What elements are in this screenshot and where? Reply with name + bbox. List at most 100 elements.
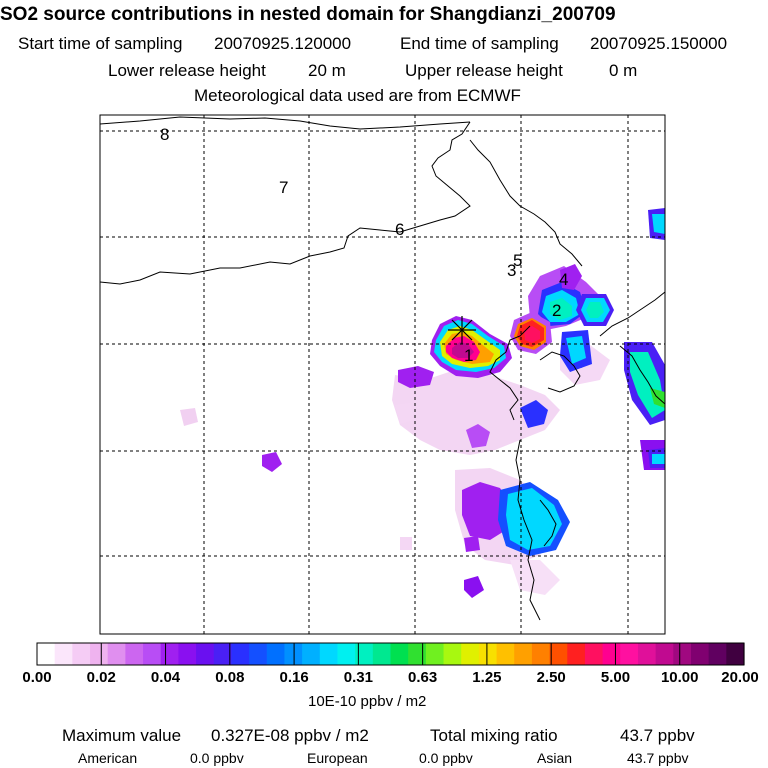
plume-patch xyxy=(652,454,665,464)
asian-value: 43.7 ppbv xyxy=(627,750,689,766)
plume-patch xyxy=(180,408,198,426)
colorbar-tick-label: 0.31 xyxy=(343,669,373,686)
station-marker-1: 1 xyxy=(464,346,473,365)
plume-patch xyxy=(560,264,582,290)
station-marker-5: 5 xyxy=(513,251,522,270)
colorbar-cell xyxy=(196,643,215,665)
end-time-value: 20070925.150000 xyxy=(590,34,728,53)
colorbar-cell xyxy=(673,643,692,665)
asian-label: Asian xyxy=(537,750,573,766)
colorbar-unit-label: 10E-10 ppbv / m2 xyxy=(308,693,427,710)
colorbar-cell xyxy=(372,643,392,665)
plume-layer xyxy=(180,208,665,598)
colorbar-cell xyxy=(160,643,179,665)
plume-patch xyxy=(462,482,512,540)
colorbar-tick-label: 0.00 xyxy=(22,669,52,686)
map-frame xyxy=(99,114,666,635)
colorbar-cell xyxy=(54,643,73,665)
coastline xyxy=(100,116,665,621)
plume-patch xyxy=(586,302,604,318)
colorbar-tick-label: 0.16 xyxy=(279,669,309,686)
plume-patch xyxy=(464,536,480,552)
colorbar-cell xyxy=(549,643,568,665)
plume-patch xyxy=(466,424,490,448)
plume-patch xyxy=(400,537,412,550)
colorbar-cell xyxy=(337,643,356,665)
lower-release-value: 20 m xyxy=(308,61,346,80)
colorbar-cell xyxy=(284,643,303,665)
colorbar-tick-label: 0.02 xyxy=(86,669,116,686)
colorbar-cell xyxy=(602,643,621,665)
colorbar-cell xyxy=(690,643,710,665)
colorbar-cell xyxy=(514,643,533,665)
plume-patch xyxy=(524,326,540,343)
end-time-label: End time of sampling xyxy=(400,34,559,53)
station-marker-2: 2 xyxy=(552,301,561,320)
max-value: 0.327E-08 ppbv / m2 xyxy=(211,726,369,745)
grid-lines xyxy=(100,115,665,634)
colorbar-cell xyxy=(408,643,427,665)
colorbar-cell xyxy=(531,643,551,665)
colorbar-tick-label: 1.25 xyxy=(472,669,502,686)
colorbar-tick-label: 10.00 xyxy=(660,669,699,686)
colorbar-cell xyxy=(107,643,126,665)
colorbar-cell xyxy=(443,643,462,665)
colorbar-cell xyxy=(266,643,286,665)
american-label: American xyxy=(78,750,138,766)
colorbar-cells xyxy=(37,643,745,665)
colorbar-cell xyxy=(37,643,56,665)
plume-patch xyxy=(550,298,572,320)
european-value: 0.0 ppbv xyxy=(419,750,473,766)
colorbar-cell xyxy=(461,643,480,665)
colorbar-tick-label: 0.08 xyxy=(215,669,245,686)
colorbar-tick-label: 2.50 xyxy=(536,669,566,686)
colorbar-cell xyxy=(726,643,745,665)
colorbar-cell xyxy=(496,643,515,665)
colorbar-cell xyxy=(231,643,250,665)
plume-patch xyxy=(464,576,484,598)
total-mixing-value: 43.7 ppbv xyxy=(620,726,695,745)
station-marker-7: 7 xyxy=(279,178,288,197)
colorbar-tick-label: 20.00 xyxy=(721,669,759,686)
lower-release-label: Lower release height xyxy=(108,61,266,80)
colorbar-cell xyxy=(302,643,321,665)
american-value: 0.0 ppbv xyxy=(190,750,244,766)
plume-patch xyxy=(262,452,282,472)
start-time-label: Start time of sampling xyxy=(18,34,183,53)
station-marker-3: 3 xyxy=(507,261,516,280)
plume-patch xyxy=(395,403,414,424)
met-data-line: Meteorological data used are from ECMWF xyxy=(194,86,521,105)
chart-title: SO2 source contributions in nested domai… xyxy=(0,4,616,25)
colorbar-cell xyxy=(72,643,91,665)
colorbar-tick-label: 0.63 xyxy=(408,669,438,686)
start-time-value: 20070925.120000 xyxy=(214,34,352,53)
colorbar-cell xyxy=(178,643,197,665)
colorbar-cell xyxy=(125,643,144,665)
colorbar-cell xyxy=(708,643,727,665)
colorbar-cell xyxy=(319,643,339,665)
plume-patch xyxy=(652,214,665,234)
plume-patch xyxy=(506,488,562,550)
colorbar-cell xyxy=(90,643,109,665)
plume-patch xyxy=(520,400,548,428)
receptor-site-marker xyxy=(448,316,476,344)
colorbar-tick-label: 5.00 xyxy=(600,669,631,686)
colorbar-cell xyxy=(249,643,268,665)
upper-release-label: Upper release height xyxy=(405,61,563,80)
max-value-label: Maximum value xyxy=(62,726,182,745)
colorbar-cell xyxy=(655,643,674,665)
colorbar-cell xyxy=(620,643,639,665)
upper-release-value: 0 m xyxy=(609,61,638,80)
plume-patch xyxy=(392,370,560,455)
station-marker-4: 4 xyxy=(559,270,568,289)
colorbar-cell xyxy=(425,643,445,665)
total-mixing-label: Total mixing ratio xyxy=(430,726,558,745)
colorbar-cell xyxy=(584,643,604,665)
european-label: European xyxy=(307,750,368,766)
station-marker-8: 8 xyxy=(160,125,169,144)
colorbar-cell xyxy=(213,643,233,665)
colorbar-frame xyxy=(36,642,745,666)
colorbar-cell xyxy=(355,643,374,665)
